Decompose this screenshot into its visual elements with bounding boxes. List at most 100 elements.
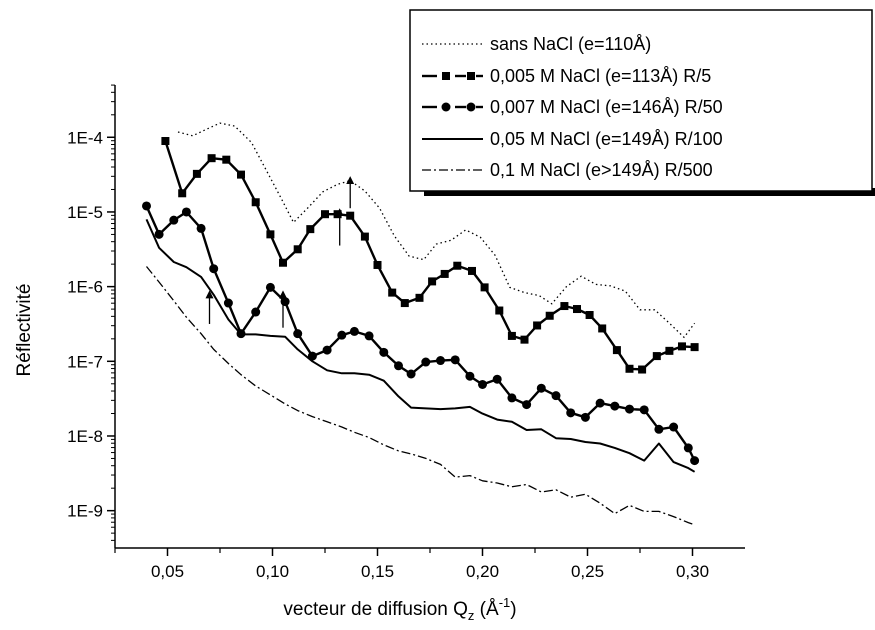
y-tick-label: 1E-7: [67, 352, 103, 371]
data-point: [595, 398, 605, 408]
series-2: [161, 137, 699, 374]
data-point: [421, 357, 431, 367]
data-point: [251, 198, 260, 207]
x-tick-label: 0,20: [466, 562, 499, 581]
series-line: [145, 218, 696, 473]
data-point: [321, 210, 329, 219]
legend-shadow: [424, 188, 875, 196]
data-point: [265, 282, 275, 292]
series-line: [177, 122, 696, 339]
series-1: [177, 122, 696, 339]
data-point: [222, 155, 231, 164]
data-point: [665, 346, 674, 355]
data-point: [428, 277, 437, 286]
data-point: [388, 288, 397, 297]
data-point: [400, 299, 409, 308]
y-tick-label: 1E-9: [67, 502, 103, 521]
data-point: [507, 331, 516, 340]
data-point: [280, 297, 290, 307]
data-point: [585, 311, 594, 320]
y-axis-ticks: 1E-9 1E-8 1E-7 1E-6 1E-5 1E-4: [67, 84, 115, 541]
data-point: [580, 412, 590, 422]
data-point: [436, 356, 445, 366]
data-point: [349, 326, 359, 336]
data-point: [610, 401, 620, 411]
series-layer: [142, 122, 700, 526]
data-point: [181, 207, 191, 217]
data-point: [625, 404, 634, 414]
x-tick-label: 0,05: [151, 562, 184, 581]
data-point: [364, 331, 374, 341]
x-axis-title: vecteur de diffusion Qz (Å-1): [283, 595, 516, 623]
data-point: [279, 258, 287, 267]
data-point: [196, 223, 206, 233]
x-tick-label: 0,10: [256, 562, 289, 581]
data-point: [478, 379, 487, 389]
x-tick-label: 0,30: [676, 562, 709, 581]
data-point: [209, 264, 219, 274]
legend-item: 0,1 M NaCl (e>149Å) R/500: [422, 160, 713, 180]
legend-label: 0,05 M NaCl (e=149Å) R/100: [490, 129, 723, 149]
data-point: [154, 229, 164, 239]
series-3: [142, 201, 700, 466]
data-point: [612, 346, 621, 355]
data-point: [440, 269, 449, 278]
data-point: [560, 302, 569, 311]
legend-item: sans NaCl (e=110Å): [422, 34, 651, 54]
legend-label: 0,007 M NaCl (e=146Å) R/50: [490, 97, 723, 117]
data-point: [545, 311, 554, 320]
data-point: [625, 364, 634, 373]
data-point: [468, 266, 476, 275]
data-point: [360, 232, 369, 241]
x-tick-label: 0,15: [361, 562, 394, 581]
series-line: [145, 205, 696, 462]
legend-box: [409, 9, 873, 192]
legend-label: 0,005 M NaCl (e=113Å) R/5: [490, 66, 711, 86]
data-point: [373, 260, 382, 269]
data-point: [207, 154, 216, 163]
data-point: [394, 361, 403, 371]
x-tick-label: 0,25: [571, 562, 604, 581]
y-axis-title: Réflectivité: [14, 284, 35, 377]
data-point: [551, 391, 561, 401]
series-5: [145, 266, 695, 526]
x-axis-ticks: 0,05 0,10 0,15 0,20 0,25 0,30: [114, 548, 709, 581]
data-point: [266, 230, 275, 239]
data-point: [522, 400, 532, 410]
data-point: [652, 352, 661, 361]
data-point: [573, 305, 581, 314]
data-point: [533, 321, 542, 330]
data-point: [536, 383, 546, 393]
data-point: [161, 137, 170, 146]
data-point: [598, 324, 607, 333]
data-point: [465, 371, 475, 381]
y-tick-label: 1E-6: [67, 278, 103, 297]
data-point: [293, 329, 303, 339]
legend-item: 0,05 M NaCl (e=149Å) R/100: [422, 129, 723, 149]
data-point: [322, 345, 332, 355]
data-point: [337, 330, 347, 340]
data-point: [333, 210, 342, 219]
y-tick-label: 1E-4: [67, 128, 103, 147]
legend-item: 0,005 M NaCl (e=113Å) R/5: [422, 66, 711, 86]
annotation-layer: [205, 176, 355, 328]
legend-item: 0,007 M NaCl (e=146Å) R/50: [422, 97, 723, 117]
data-point: [169, 215, 179, 225]
data-point: [683, 443, 693, 453]
legend-marker: [442, 72, 450, 80]
data-point: [690, 456, 700, 466]
data-point: [507, 393, 517, 403]
data-point: [495, 306, 504, 315]
data-point: [654, 424, 664, 434]
data-point: [251, 307, 261, 317]
legend-label: sans NaCl (e=110Å): [490, 34, 651, 54]
legend-label: 0,1 M NaCl (e>149Å) R/500: [490, 160, 713, 180]
legend-marker: [441, 102, 451, 112]
data-point: [142, 201, 151, 211]
data-point: [480, 283, 489, 292]
series-4: [145, 218, 696, 473]
data-point: [192, 169, 201, 178]
y-tick-label: 1E-5: [67, 203, 103, 222]
data-point: [639, 405, 649, 415]
